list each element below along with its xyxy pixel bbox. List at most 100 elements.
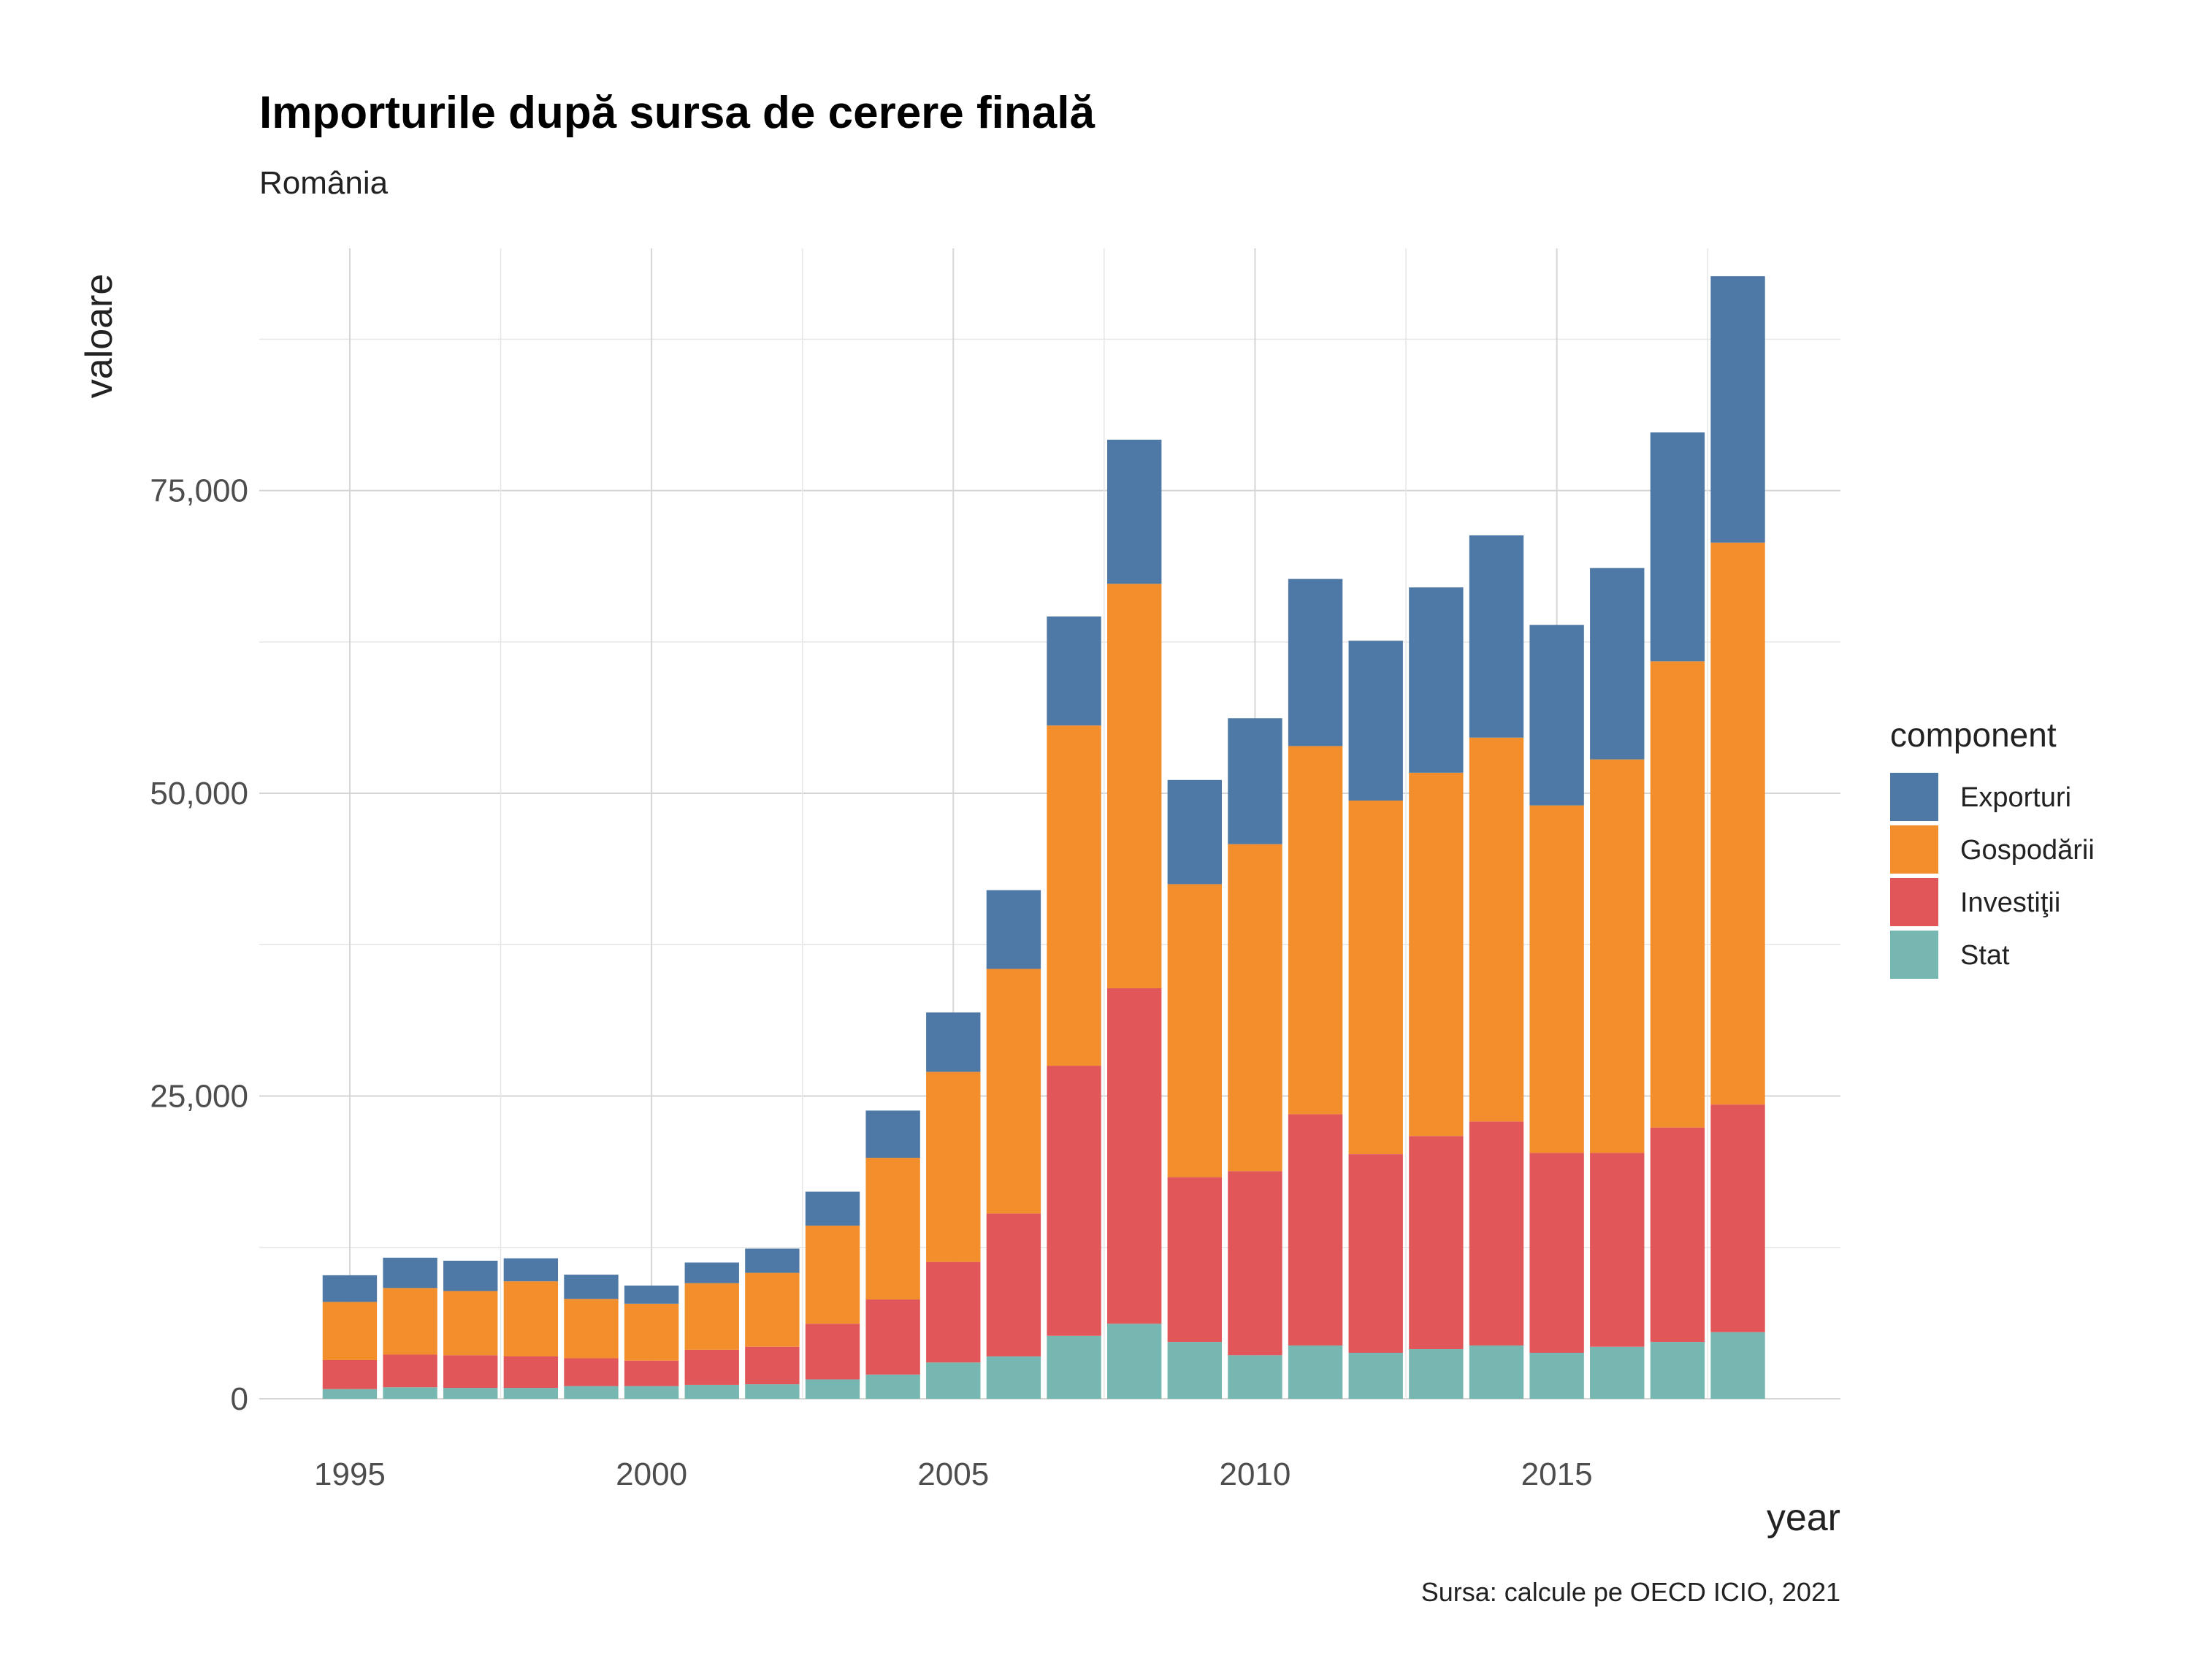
bar-segment <box>383 1354 437 1388</box>
bar-segment <box>1710 1104 1765 1332</box>
bar-segment <box>1288 579 1343 747</box>
bar-segment <box>865 1110 920 1158</box>
legend-swatch <box>1890 878 1938 926</box>
bar-segment <box>1228 844 1282 1172</box>
legend-label: Gospodării <box>1960 835 2095 866</box>
legend-label: Investiţii <box>1960 887 2060 918</box>
bar-segment <box>1469 1345 1524 1399</box>
bar-segment <box>926 1261 981 1363</box>
bar-segment <box>624 1360 679 1386</box>
bar-segment <box>1348 641 1403 801</box>
chart-caption: Sursa: calcule pe OECD ICIO, 2021 <box>1421 1577 1840 1607</box>
bar-segment <box>1409 772 1464 1137</box>
bar-segment <box>1650 1127 1705 1343</box>
bar-segment <box>1228 1355 1282 1399</box>
bar-segment <box>1288 1345 1343 1399</box>
x-tick-label: 1995 <box>314 1456 386 1492</box>
legend-title: component <box>1890 716 2057 754</box>
bar-segment <box>1348 1154 1403 1353</box>
bar-segment <box>443 1355 498 1389</box>
y-tick-label: 25,000 <box>150 1079 248 1115</box>
bar-segment <box>1469 737 1524 1122</box>
bar-segment <box>1650 432 1705 662</box>
bar-segment <box>1590 568 1645 760</box>
x-tick-label: 2010 <box>1220 1456 1291 1492</box>
bar-segment <box>805 1324 860 1380</box>
bar-segment <box>684 1262 739 1283</box>
bar-segment <box>564 1275 619 1299</box>
bar-segment <box>1650 661 1705 1128</box>
bar-segment <box>805 1379 860 1399</box>
y-tick-label: 50,000 <box>150 776 248 812</box>
bar-segment <box>564 1386 619 1399</box>
bar-segment <box>1107 439 1162 584</box>
chart-subtitle: România <box>259 165 389 201</box>
legend: component Exporturi Gospodării Investiţii S… <box>1890 716 2095 979</box>
bar-segment <box>684 1349 739 1385</box>
bar-segment <box>1529 1353 1584 1399</box>
y-axis-ticks: 0 25,000 50,000 75,000 <box>150 473 248 1417</box>
bar-segment <box>1228 718 1282 844</box>
x-axis-ticks: 1995 2000 2005 2010 2015 <box>314 1456 1593 1492</box>
bar-segment <box>443 1261 498 1291</box>
bar-segment <box>1228 1171 1282 1356</box>
bar-segment <box>1529 1153 1584 1353</box>
bar-segment <box>1348 1353 1403 1399</box>
bar-segment <box>624 1285 679 1304</box>
legend-label: Stat <box>1960 940 2010 971</box>
bar-segment <box>805 1225 860 1324</box>
bar-segment <box>322 1275 378 1302</box>
bar-segment <box>1710 1332 1765 1399</box>
bar-segment <box>1710 542 1765 1105</box>
legend-label: Exporturi <box>1960 782 2071 813</box>
bar-segment <box>745 1248 800 1273</box>
bar-segment <box>684 1283 739 1350</box>
bar-segment <box>564 1358 619 1386</box>
bar-segment <box>322 1359 378 1389</box>
bar-segment <box>1650 1342 1705 1399</box>
bar-segment <box>1167 1342 1223 1399</box>
bar-segment <box>986 969 1041 1214</box>
bar-segment <box>986 1356 1041 1399</box>
bar-segment <box>383 1387 437 1399</box>
bar-segment <box>1047 1066 1101 1336</box>
bar-segment <box>1107 988 1162 1324</box>
bar-segment <box>745 1346 800 1385</box>
bar-segment <box>443 1291 498 1356</box>
bar-segment <box>564 1299 619 1359</box>
bar-segment <box>1047 725 1101 1066</box>
bar-segment <box>986 890 1041 969</box>
x-axis-title: year <box>1767 1497 1840 1539</box>
bar-segment <box>322 1389 378 1399</box>
bar-segment <box>1167 779 1223 885</box>
bar-segment <box>1409 1136 1464 1350</box>
y-tick-label: 75,000 <box>150 473 248 509</box>
bar-segment <box>1590 759 1645 1153</box>
bar-segment <box>1409 1349 1464 1399</box>
y-axis-title: valoare <box>78 274 121 399</box>
legend-swatch <box>1890 773 1938 821</box>
legend-swatch <box>1890 931 1938 979</box>
bar-segment <box>1107 584 1162 988</box>
bar-segment <box>926 1362 981 1399</box>
bar-segment <box>865 1299 920 1375</box>
bar-segment <box>1288 1114 1343 1346</box>
bar-segment <box>322 1302 378 1360</box>
bar-segment <box>865 1158 920 1300</box>
bar-segment <box>503 1356 559 1389</box>
x-tick-label: 2000 <box>616 1456 687 1492</box>
bar-segment <box>926 1072 981 1262</box>
bar-segment <box>1469 535 1524 738</box>
bar-segment <box>1167 1177 1223 1343</box>
legend-swatch <box>1890 825 1938 874</box>
bar-segment <box>383 1288 437 1355</box>
bar-segment <box>745 1272 800 1347</box>
bar-segment <box>1409 587 1464 773</box>
bar-segment <box>745 1384 800 1399</box>
bar-segment <box>805 1191 860 1226</box>
bar-segment <box>1529 805 1584 1153</box>
x-tick-label: 2015 <box>1521 1456 1593 1492</box>
chart-title: Importurile după sursa de cerere finală <box>259 88 1095 138</box>
bar-segment <box>503 1281 559 1356</box>
bar-segment <box>1047 1335 1101 1399</box>
